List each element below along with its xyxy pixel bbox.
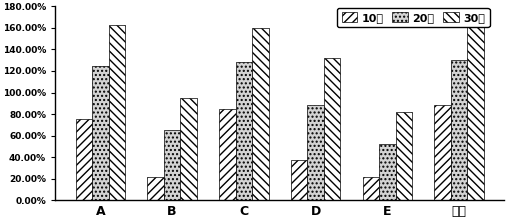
Bar	[307, 105, 324, 200]
Bar	[108, 25, 125, 200]
Bar	[164, 130, 180, 200]
Bar	[219, 109, 236, 200]
Bar	[451, 60, 467, 200]
Bar	[434, 105, 451, 200]
Bar	[395, 112, 412, 200]
Legend: 10日, 20日, 30日: 10日, 20日, 30日	[337, 8, 490, 27]
Bar	[467, 19, 484, 200]
Bar	[180, 98, 197, 200]
Bar	[252, 28, 269, 200]
Bar	[236, 62, 252, 200]
Bar	[363, 177, 379, 200]
Bar	[92, 66, 108, 200]
Bar	[324, 58, 340, 200]
Bar	[291, 160, 307, 200]
Bar	[76, 120, 92, 200]
Bar	[148, 177, 164, 200]
Bar	[379, 144, 395, 200]
